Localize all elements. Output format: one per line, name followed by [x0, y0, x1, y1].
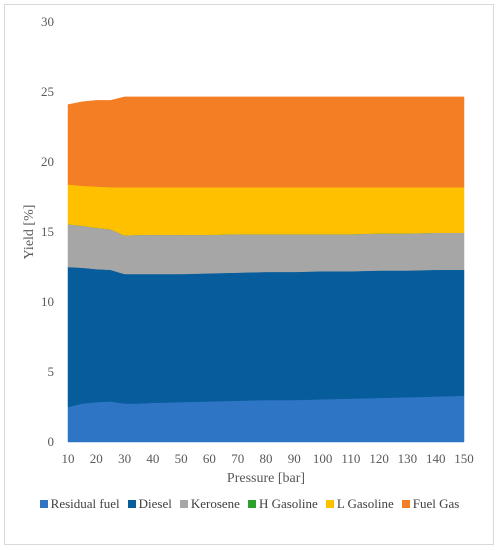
legend-swatch: [247, 500, 256, 508]
x-axis-title: Pressure [bar]: [227, 471, 305, 486]
y-axis-title: Yield [%]: [22, 205, 37, 260]
legend-item-l-gasoline: L Gasoline: [325, 496, 394, 512]
legend-item-kerosene: Kerosene: [179, 496, 240, 512]
x-axis: 10 20 30 40 50 60 70 80 90 100 110 120 130 140 150: [62, 451, 474, 466]
legend-item-diesel: Diesel: [127, 496, 172, 512]
legend-swatch: [401, 500, 410, 508]
x-tick-label: 120: [369, 451, 389, 466]
area-diesel: [67, 266, 465, 408]
x-tick-label: 20: [90, 451, 103, 466]
x-tick-label: 80: [260, 451, 273, 466]
y-axis: 0 5 10 15 20 25 30: [41, 14, 54, 449]
y-tick-label: 20: [41, 154, 54, 169]
x-tick-label: 140: [426, 451, 446, 466]
area-fuel-gas: [67, 96, 465, 188]
y-tick-label: 25: [41, 84, 54, 99]
x-tick-label: 130: [398, 451, 418, 466]
legend-label: Diesel: [138, 496, 172, 511]
y-tick-label: 0: [48, 434, 55, 449]
legend-swatch: [179, 500, 188, 508]
legend: Residual fuel Diesel Kerosene H Gasoline L G…: [0, 496, 499, 512]
x-tick-label: 60: [203, 451, 216, 466]
legend-label: Fuel Gas: [412, 496, 460, 511]
legend-label: Kerosene: [190, 496, 240, 511]
y-tick-label: 10: [41, 294, 54, 309]
legend-item-h-gasoline: H Gasoline: [247, 496, 318, 512]
legend-swatch: [127, 500, 136, 508]
y-tick-label: 30: [41, 14, 54, 29]
x-tick-label: 100: [313, 451, 333, 466]
legend-label: H Gasoline: [258, 496, 318, 511]
y-tick-label: 5: [48, 364, 55, 379]
x-tick-label: 10: [62, 451, 75, 466]
y-tick-label: 15: [41, 224, 54, 239]
legend-label: L Gasoline: [336, 496, 394, 511]
legend-swatch: [325, 500, 334, 508]
x-tick-label: 90: [288, 451, 301, 466]
area-layers: [67, 96, 465, 443]
x-tick-label: 50: [175, 451, 188, 466]
legend-item-residual-fuel: Residual fuel: [39, 496, 120, 512]
x-tick-label: 30: [118, 451, 131, 466]
x-tick-label: 40: [146, 451, 159, 466]
legend-swatch: [39, 500, 48, 508]
legend-label: Residual fuel: [50, 496, 120, 511]
legend-item-fuel-gas: Fuel Gas: [401, 496, 460, 512]
x-tick-label: 70: [231, 451, 244, 466]
area-l-gasoline: [67, 184, 465, 236]
x-tick-label: 150: [454, 451, 474, 466]
x-tick-label: 110: [341, 451, 360, 466]
